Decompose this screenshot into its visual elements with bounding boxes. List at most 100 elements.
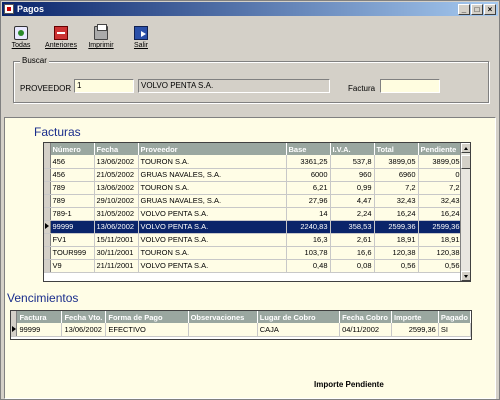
table-cell[interactable]: 32,43 [374,194,419,208]
table-cell[interactable]: 6960 [374,168,419,182]
table-cell[interactable]: 120,38 [374,246,419,260]
table-cell[interactable]: FV1 [50,233,95,247]
col-numero[interactable]: Número [50,143,95,155]
table-cell[interactable]: 358,53 [330,220,375,234]
table-cell[interactable]: 2599,36 [374,220,419,234]
scroll-thumb[interactable] [461,155,470,169]
table-cell[interactable]: VOLVO PENTA S.A. [138,259,287,273]
table-cell[interactable]: 21/11/2001 [94,259,139,273]
table-cell[interactable]: 13/06/2002 [94,220,139,234]
title-bar[interactable]: Pagos _ □ × [2,2,498,16]
table-cell[interactable]: 15/11/2001 [94,233,139,247]
table-cell[interactable]: 2,24 [330,207,375,221]
facturas-scrollbar[interactable] [460,143,470,281]
col-total[interactable]: Total [374,143,419,155]
table-cell[interactable]: VOLVO PENTA S.A. [138,207,287,221]
imprimir-button[interactable]: Imprimir [83,18,119,50]
col-proveedor[interactable]: Proveedor [138,143,287,155]
table-cell[interactable]: V9 [50,259,95,273]
col-importe[interactable]: Importe [391,311,439,323]
table-cell[interactable]: 6,21 [286,181,331,195]
table-cell[interactable]: 7,2 [418,181,463,195]
table-cell[interactable]: 4,47 [330,194,375,208]
facturas-grid[interactable]: Número Fecha Proveedor Base I.V.A. Total… [43,142,471,282]
anteriores-button[interactable]: Anteriores [43,18,79,50]
table-cell[interactable]: 04/11/2002 [339,323,392,337]
table-cell[interactable]: TOURON S.A. [138,181,287,195]
table-row[interactable]: 456 13/06/2002 TOURON S.A. 3361,25 537,8 3899… [44,155,463,169]
table-row[interactable]: 789 29/10/2002 GRUAS NAVALES, S.A. 27,96 4,4… [44,194,463,208]
proveedor-code-input[interactable]: 1 [74,79,134,93]
col-observaciones[interactable]: Observaciones [188,311,258,323]
table-cell[interactable]: 0 [418,168,463,182]
table-cell[interactable]: 18,91 [374,233,419,247]
col-fecha-vto[interactable]: Fecha Vto. [61,311,107,323]
col-fecha[interactable]: Fecha [94,143,139,155]
table-cell[interactable]: 31/05/2002 [94,207,139,221]
table-row[interactable]: FV1 15/11/2001 VOLVO PENTA S.A. 16,3 2,61 18,… [44,233,463,247]
close-button[interactable]: × [484,3,496,15]
table-cell[interactable] [188,323,258,337]
col-forma-pago[interactable]: Forma de Pago [105,311,189,323]
minimize-button[interactable]: _ [458,3,470,15]
table-cell[interactable]: VOLVO PENTA S.A. [138,220,287,234]
table-cell[interactable]: 103,78 [286,246,331,260]
table-cell[interactable]: 0,56 [418,259,463,273]
table-row[interactable]: TOUR999 30/11/2001 TOURON S.A. 103,78 16,6 12… [44,246,463,260]
table-row[interactable]: 789 13/06/2002 TOURON S.A. 6,21 0,99 7,2 7,2 [44,181,463,195]
scroll-down-button[interactable] [461,271,470,281]
col-factura[interactable]: Factura [16,311,63,323]
todas-button[interactable]: Todas [3,18,39,50]
factura-input[interactable] [380,79,440,93]
table-cell[interactable]: TOURON S.A. [138,246,287,260]
table-cell[interactable]: 16,24 [418,207,463,221]
table-cell[interactable]: 0,08 [330,259,375,273]
table-row[interactable]: 456 21/05/2002 GRUAS NAVALES, S.A. 6000 960 6… [44,168,463,182]
table-cell[interactable]: TOURON S.A. [138,155,287,169]
table-cell[interactable]: 2599,36 [391,323,439,337]
col-iva[interactable]: I.V.A. [330,143,375,155]
table-cell[interactable]: 27,96 [286,194,331,208]
table-cell[interactable]: 3899,05 [418,155,463,169]
table-cell[interactable]: 960 [330,168,375,182]
salir-button[interactable]: Salir [123,18,159,50]
maximize-button[interactable]: □ [471,3,483,15]
table-cell[interactable]: 21/05/2002 [94,168,139,182]
table-row[interactable]: 99999 13/06/2002 VOLVO PENTA S.A. 2240,83 35… [44,220,463,234]
table-cell[interactable]: 789 [50,194,95,208]
table-cell[interactable]: 18,91 [418,233,463,247]
table-cell[interactable]: CAJA [257,323,341,337]
table-cell[interactable]: 789-1 [50,207,95,221]
table-cell[interactable]: 120,38 [418,246,463,260]
table-cell[interactable]: 30/11/2001 [94,246,139,260]
table-cell[interactable]: 13/06/2002 [61,323,107,337]
table-row[interactable]: V9 21/11/2001 VOLVO PENTA S.A. 0,48 0,08 0,56… [44,259,463,273]
table-cell[interactable]: GRUAS NAVALES, S.A. [138,194,287,208]
table-cell[interactable]: 789 [50,181,95,195]
vencimientos-grid[interactable]: Factura Fecha Vto. Forma de Pago Observa… [10,310,472,340]
scroll-up-button[interactable] [461,143,470,153]
table-cell[interactable]: 13/06/2002 [94,155,139,169]
table-row[interactable]: 99999 13/06/2002 EFECTIVO CAJA 04/11/2002 259… [11,323,471,337]
table-cell[interactable]: 13/06/2002 [94,181,139,195]
table-row[interactable]: 789-1 31/05/2002 VOLVO PENTA S.A. 14 2,24 16,… [44,207,463,221]
table-cell[interactable]: SI [438,323,471,337]
table-cell[interactable]: 2240,83 [286,220,331,234]
table-cell[interactable]: 3361,25 [286,155,331,169]
table-cell[interactable]: 32,43 [418,194,463,208]
table-cell[interactable]: 16,6 [330,246,375,260]
table-cell[interactable]: TOUR999 [50,246,95,260]
col-base[interactable]: Base [286,143,331,155]
table-cell[interactable]: 3899,05 [374,155,419,169]
table-cell[interactable]: 2,61 [330,233,375,247]
table-cell[interactable]: 29/10/2002 [94,194,139,208]
table-cell[interactable]: 0,48 [286,259,331,273]
table-cell[interactable]: 99999 [50,220,95,234]
col-lugar-cobro[interactable]: Lugar de Cobro [257,311,341,323]
table-cell[interactable]: GRUAS NAVALES, S.A. [138,168,287,182]
table-cell[interactable]: 16,24 [374,207,419,221]
table-cell[interactable]: VOLVO PENTA S.A. [138,233,287,247]
table-cell[interactable]: 99999 [16,323,63,337]
col-pagado[interactable]: Pagado [438,311,471,323]
table-cell[interactable]: 0,99 [330,181,375,195]
